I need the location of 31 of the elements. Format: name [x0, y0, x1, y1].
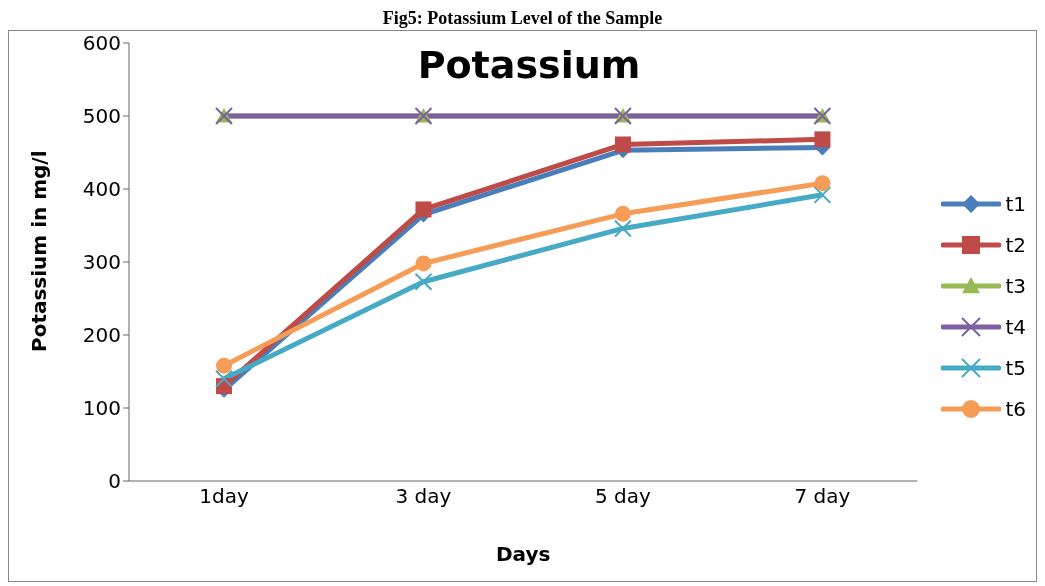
x-axis-title: Days [495, 542, 551, 566]
y-axis-title: Potassium in mg/l [27, 150, 52, 352]
y-tick-label: 100 [82, 396, 121, 421]
legend-label: t6 [1005, 396, 1026, 421]
chart-title: Potassium [416, 43, 642, 87]
point [614, 205, 631, 222]
y-tick-label: 600 [82, 31, 121, 56]
point [415, 201, 432, 218]
y-tick-label: 300 [82, 250, 121, 275]
point [613, 219, 632, 238]
point [415, 255, 432, 272]
point [614, 136, 631, 153]
caption: Fig5: Potassium Level of the Sample [381, 8, 664, 30]
point [414, 272, 433, 291]
legend-label: t3 [1005, 273, 1026, 298]
x-tick-label: 5 day [595, 484, 652, 509]
x-tick-label: 1day [199, 484, 249, 509]
y-tick-label: 0 [108, 469, 121, 494]
legend-label: t5 [1005, 355, 1026, 380]
point [813, 185, 832, 204]
point [814, 175, 831, 192]
point [814, 131, 831, 148]
y-tick-label: 400 [82, 177, 121, 202]
point [216, 357, 232, 374]
legend-label: t1 [1005, 191, 1026, 216]
x-tick-label: 7 day [794, 484, 851, 509]
y-tick-label: 200 [82, 323, 121, 348]
legend-label: t4 [1005, 314, 1026, 339]
x-tick-label: 3 day [395, 484, 452, 509]
legend-label: t2 [1005, 232, 1026, 257]
y-tick-label: 500 [82, 104, 121, 129]
